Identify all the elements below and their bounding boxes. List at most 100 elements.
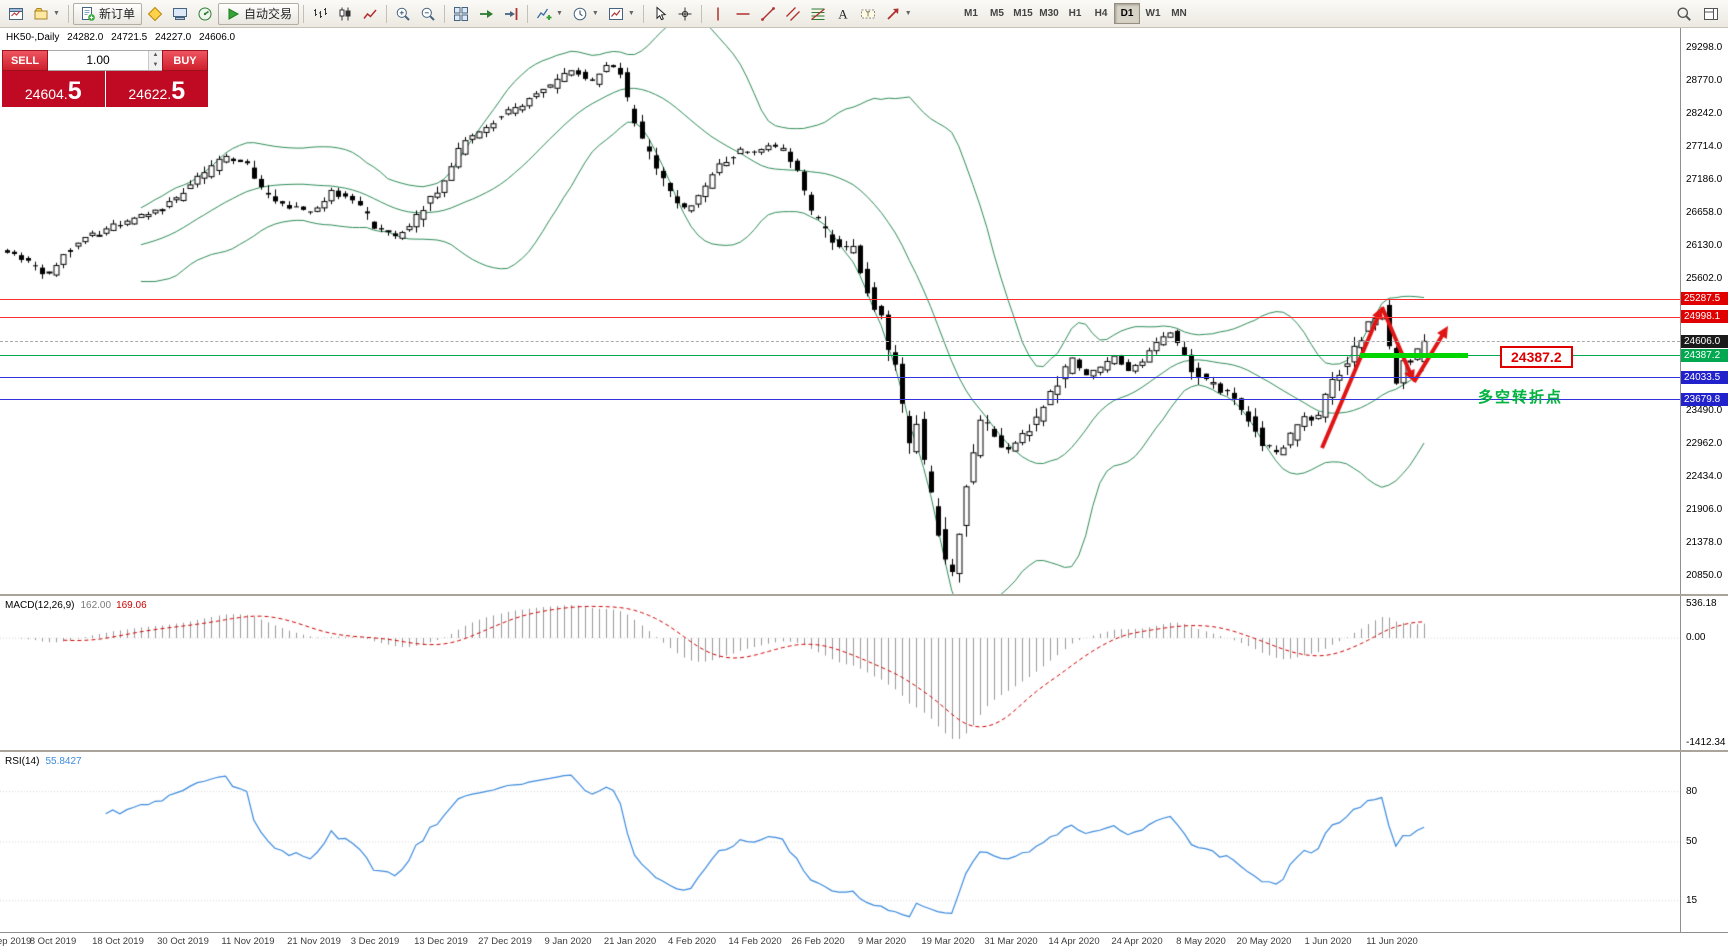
horizontal-level-line-23679.8[interactable] — [0, 399, 1680, 401]
toolbar-button-metaeditor[interactable] — [143, 3, 167, 25]
toolbar-button-window[interactable] — [4, 3, 28, 25]
chevron-down-icon[interactable]: ▼ — [555, 10, 563, 17]
chinese-note-text[interactable]: 多空转折点 — [1478, 389, 1564, 406]
toolbar-right-group — [1672, 3, 1723, 25]
tester-icon — [197, 6, 213, 22]
chart-ohlc-readout: HK50-,Daily 24282.0 24721.5 24227.0 2460… — [6, 32, 240, 43]
chevron-down-icon[interactable]: ▼ — [904, 10, 912, 17]
macd-indicator-canvas[interactable] — [0, 596, 1680, 750]
rsi-value: 55.8427 — [45, 756, 82, 767]
toolbar-button-profiles[interactable]: ▼ — [29, 3, 64, 25]
toolbar-button-cursor[interactable] — [648, 3, 672, 25]
timeframe-button-w1[interactable]: W1 — [1145, 8, 1161, 19]
rsi-axis-label: 50 — [1686, 836, 1698, 847]
cursor-icon — [652, 5, 668, 22]
price-axis-label: 28770.0 — [1686, 75, 1723, 87]
horizontal-level-line-24033.5[interactable] — [0, 377, 1680, 379]
time-axis-label: 1 Jun 2020 — [1304, 936, 1352, 947]
toolbar-button-label[interactable]: T — [856, 3, 880, 25]
channel-icon — [785, 6, 801, 22]
toolbar-button-trendline[interactable] — [756, 3, 780, 25]
timeframe-button-h1[interactable]: H1 — [1068, 8, 1082, 19]
toolbar-separator — [526, 4, 528, 23]
horizontal-level-line-24387.2[interactable] — [0, 355, 1680, 357]
volume-value[interactable]: 1.00 — [86, 53, 110, 67]
toolbar-button-tile-windows[interactable] — [449, 3, 473, 25]
autotrade-icon — [225, 6, 241, 22]
time-axis-label: 20 May 2020 — [1236, 936, 1292, 947]
buy-button[interactable]: BUY — [162, 50, 208, 71]
time-axis-label: 27 Dec 2019 — [478, 936, 532, 947]
price-marker-24033.5: 24033.5 — [1681, 370, 1728, 384]
toolbar-button-auto-scroll[interactable] — [474, 3, 498, 25]
terminal-icon — [172, 6, 188, 22]
sell-price-panel[interactable]: 24604. 5 — [2, 71, 105, 107]
toolbar-button-arrows[interactable]: ▼ — [881, 3, 916, 25]
toolbar-button-indicators[interactable]: ▼ — [532, 3, 567, 25]
time-axis-label: 26 Feb 2020 — [791, 936, 845, 947]
chevron-down-icon[interactable]: ▼ — [591, 10, 599, 17]
highlight-bar-object[interactable] — [1360, 353, 1468, 358]
volume-down-button[interactable]: ▼ — [149, 60, 162, 70]
toolbar-button-search[interactable] — [1672, 3, 1696, 25]
profiles-icon — [33, 6, 49, 22]
price-marker-24387.2: 24387.2 — [1681, 348, 1728, 362]
sell-price-pip: 5 — [67, 77, 82, 105]
time-axis-label: 8 May 2020 — [1176, 936, 1226, 947]
toolbar-button-hline[interactable] — [731, 3, 755, 25]
toolbar-separator — [67, 4, 69, 23]
toolbar-button-crosshair[interactable] — [673, 3, 697, 25]
timeframe-button-mn[interactable]: MN — [1171, 8, 1187, 19]
toolbar-button-layout[interactable] — [1699, 3, 1723, 25]
toolbar-button-vline[interactable] — [706, 3, 730, 25]
horizontal-level-line-24606.0[interactable] — [0, 341, 1680, 343]
toolbar-button-zoom-out[interactable] — [416, 3, 440, 25]
line-chart-icon — [362, 6, 378, 22]
panel-splitter[interactable] — [0, 750, 1728, 752]
metaeditor-icon — [147, 6, 163, 22]
indicators-icon — [536, 6, 552, 22]
price-callout-label[interactable]: 24387.2 — [1500, 346, 1573, 368]
toolbar-button-zoom-in[interactable] — [391, 3, 415, 25]
macd-name: MACD(12,26,9) — [5, 600, 75, 611]
timeframe-button-m30[interactable]: M30 — [1039, 8, 1059, 19]
toolbar-button-new-order[interactable]: 新订单 — [72, 2, 142, 25]
panel-splitter[interactable] — [0, 594, 1728, 596]
time-axis-label: 3 Dec 2019 — [350, 936, 400, 947]
price-axis-label: 29298.0 — [1686, 42, 1723, 54]
volume-input[interactable]: 1.00 ▲ ▼ — [48, 50, 162, 71]
toolbar-button-text[interactable]: A — [831, 3, 855, 25]
toolbar-button-bar-chart[interactable] — [308, 3, 332, 25]
svg-text:A: A — [838, 6, 848, 21]
toolbar-button-channel[interactable] — [781, 3, 805, 25]
toolbar-button-line-chart[interactable] — [358, 3, 382, 25]
horizontal-level-line-25287.5[interactable] — [0, 298, 1680, 300]
toolbar-button-periods[interactable]: ▼ — [568, 3, 603, 25]
timeframe-button-m5[interactable]: M5 — [990, 8, 1004, 19]
timeframe-button-h4[interactable]: H4 — [1094, 8, 1108, 19]
price-chart-canvas[interactable] — [0, 28, 1680, 594]
bar-chart-icon — [312, 6, 328, 22]
price-axis-label: 23490.0 — [1686, 405, 1723, 417]
toolbar-button-autotrade[interactable]: 自动交易 — [217, 2, 299, 25]
timeframe-button-m15[interactable]: M15 — [1013, 8, 1033, 19]
chevron-down-icon[interactable]: ▼ — [53, 10, 60, 17]
sell-button[interactable]: SELL — [2, 50, 48, 71]
buy-price-panel[interactable]: 24622. 5 — [105, 71, 208, 107]
toolbar-button-tester[interactable] — [193, 3, 217, 25]
rsi-indicator-canvas[interactable] — [0, 752, 1680, 932]
toolbar-button-fibo[interactable] — [806, 3, 830, 25]
timeframe-button-d1[interactable]: D1 — [1114, 3, 1140, 24]
toolbar-button-chart-shift[interactable] — [499, 3, 523, 25]
timeframe-button-m1[interactable]: M1 — [964, 8, 978, 19]
time-axis-label: 21 Nov 2019 — [287, 936, 341, 947]
toolbar-button-terminal[interactable] — [168, 3, 192, 25]
toolbar-button-label: 新订单 — [98, 7, 135, 21]
chevron-down-icon[interactable]: ▼ — [627, 10, 635, 17]
volume-up-button[interactable]: ▲ — [149, 51, 162, 61]
toolbar-button-candlestick[interactable] — [333, 3, 357, 25]
toolbar-button-templates[interactable]: ▼ — [604, 3, 639, 25]
horizontal-level-line-24998.1[interactable] — [0, 316, 1680, 318]
